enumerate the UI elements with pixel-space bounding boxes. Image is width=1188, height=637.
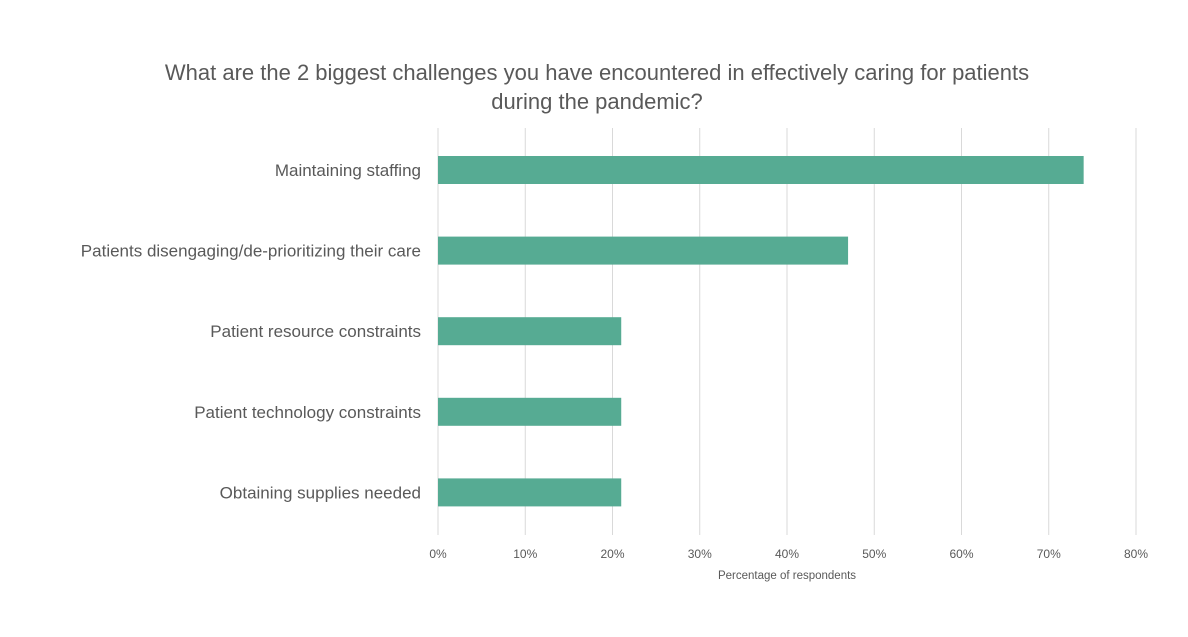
x-tick-label: 0% [429,547,447,561]
x-tick-label: 40% [775,547,799,561]
category-label: Obtaining supplies needed [220,483,421,502]
x-tick-label: 10% [513,547,537,561]
x-tick-label: 30% [688,547,712,561]
bar [438,317,622,346]
bar [438,156,1084,184]
x-axis-label: Percentage of respondents [718,570,856,582]
x-tick-label: 20% [600,547,624,561]
category-label: Patient technology constraints [194,403,421,422]
x-tick-label: 70% [1037,547,1061,561]
chart-title: What are the 2 biggest challenges you ha… [164,60,1030,114]
x-tick-label: 50% [862,547,886,561]
category-label: Maintaining staffing [275,161,421,180]
category-label: Patient resource constraints [210,322,421,341]
bar [438,236,849,265]
bar [438,397,622,426]
x-tick-label: 80% [1124,547,1148,561]
bar [438,478,622,507]
category-label: Patients disengaging/de-prioritizing the… [81,242,421,261]
x-tick-label: 60% [949,547,973,561]
